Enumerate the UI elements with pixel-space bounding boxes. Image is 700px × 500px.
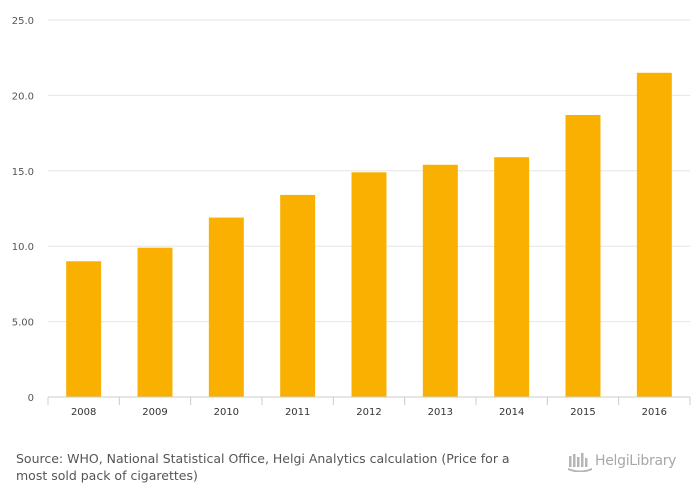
y-axis-ticks: 0 5.00 10.0 15.0 20.0 25.0	[12, 16, 34, 404]
helgi-library-logo-icon	[568, 453, 592, 472]
bar-2011	[280, 194, 316, 397]
x-tick-label: 2013	[428, 407, 453, 418]
bar-2013	[422, 164, 458, 397]
y-tick-label: 10.0	[12, 242, 34, 253]
bar-2010	[208, 217, 244, 397]
y-tick-label: 0	[28, 393, 34, 404]
source-text: Source: WHO, National Statistical Office…	[16, 451, 510, 483]
y-tick-label: 25.0	[12, 16, 34, 27]
x-tick-label: 2014	[499, 407, 524, 418]
y-tick-label: 20.0	[12, 91, 34, 102]
x-tick-label: 2008	[71, 407, 96, 418]
bars	[66, 72, 672, 397]
x-axis	[47, 396, 691, 405]
bar-2012	[351, 172, 387, 397]
source-note: Source: WHO, National Statistical Office…	[16, 450, 536, 484]
x-tick-label: 2011	[285, 407, 310, 418]
bar-2009	[137, 247, 173, 397]
bar-2015	[565, 115, 601, 397]
x-tick-label: 2012	[356, 407, 381, 418]
x-tick-label: 2010	[214, 407, 239, 418]
x-tick-label: 2016	[642, 407, 667, 418]
x-tick-label: 2009	[142, 407, 167, 418]
y-tick-label: 5.00	[12, 318, 34, 329]
chart-area: 0 5.00 10.0 15.0 20.0 25.0 2008 2009 2010 2011 20…	[12, 16, 691, 418]
helgi-library-logo: HelgiLibrary	[567, 450, 692, 472]
bar-2008	[66, 261, 102, 397]
x-tick-label: 2015	[570, 407, 595, 418]
logo-text: HelgiLibrary	[595, 453, 677, 469]
y-tick-label: 15.0	[12, 167, 34, 178]
x-axis-ticks: 2008 2009 2010 2011 2012 2013 2014 2015 2016	[71, 407, 667, 418]
bar-2016	[636, 72, 672, 397]
bar-2014	[494, 157, 530, 397]
